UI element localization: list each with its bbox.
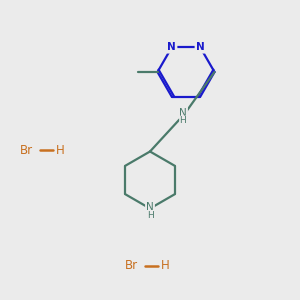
Text: Br: Br — [124, 259, 138, 272]
Text: H: H — [161, 259, 170, 272]
Text: H: H — [147, 212, 153, 220]
Text: H: H — [56, 143, 65, 157]
Text: N: N — [196, 42, 205, 52]
Text: N: N — [146, 202, 154, 212]
Text: Br: Br — [20, 143, 33, 157]
Text: N: N — [179, 107, 187, 118]
Text: H: H — [180, 116, 186, 125]
Text: N: N — [167, 42, 176, 52]
